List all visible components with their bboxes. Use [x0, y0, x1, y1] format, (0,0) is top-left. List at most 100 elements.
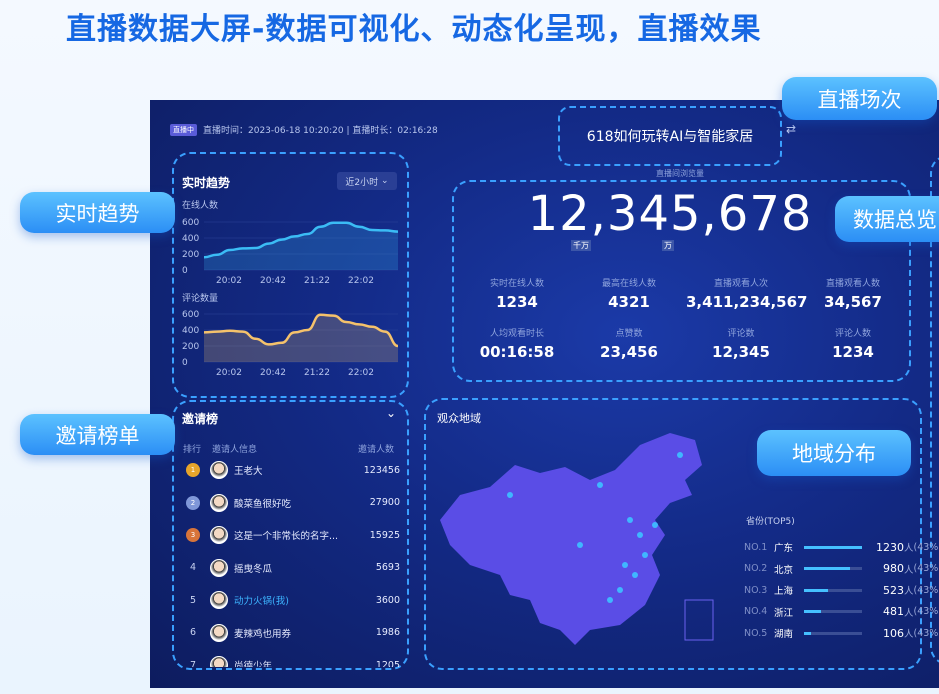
- x-tick: 21:22: [304, 276, 330, 286]
- province-bar: [804, 567, 862, 570]
- invite-title: 邀请榜: [182, 412, 219, 426]
- header-count: 邀请人数: [358, 445, 395, 455]
- top5-title: 省份(TOP5): [746, 517, 795, 527]
- province-no: NO.1: [744, 541, 768, 553]
- province-bar-fill: [804, 545, 862, 549]
- avatar: [210, 526, 228, 544]
- stat-value: 3,411,234,567: [686, 293, 808, 311]
- province-no: NO.2: [744, 563, 768, 574]
- invite-row[interactable]: 1 王老大 123456: [180, 455, 400, 485]
- overview-label: 直播间浏览量: [656, 169, 704, 178]
- online-chart-label: 在线人数: [182, 201, 219, 211]
- chevron-down-icon[interactable]: ⌄: [386, 406, 397, 420]
- range-value: 近2小时: [345, 177, 379, 188]
- avatar: [210, 656, 228, 667]
- comments-area: [204, 314, 398, 362]
- map-dot: [627, 517, 633, 523]
- province-unit: 人: [904, 586, 914, 597]
- invite-row[interactable]: 7 尚德少年 1205: [180, 650, 400, 667]
- trend-panel: [172, 152, 409, 398]
- province-unit: 人: [904, 629, 914, 640]
- session-title-box[interactable]: 618如何玩转AI与智能家居: [558, 106, 782, 166]
- map-dot: [507, 492, 513, 498]
- stat-label: 直播观看人次: [713, 279, 768, 289]
- region-panel: [424, 398, 922, 670]
- page-headline: 直播数据大屏-数据可视化、动态化呈现，直播效果: [66, 12, 762, 47]
- callout-trend: 实时趋势: [20, 192, 175, 233]
- invite-list[interactable]: 1 王老大 123456 2 酸菜鱼很好吃 27900 3 这是一个非常长的名字... 1592…: [172, 455, 409, 667]
- x-tick: 21:22: [304, 368, 330, 378]
- province-name: 广东: [774, 543, 794, 554]
- province-pct: (43%): [913, 584, 939, 596]
- avatar: [210, 558, 228, 577]
- avatar: [210, 493, 228, 512]
- province-no: NO.5: [744, 627, 768, 639]
- province-pct: (43%): [913, 606, 939, 617]
- y-tick: 0: [182, 266, 188, 276]
- province-name: 北京: [774, 564, 794, 576]
- invite-count: 27900: [369, 497, 400, 508]
- province-no: NO.4: [744, 606, 768, 617]
- invite-row[interactable]: 3 这是一个非常长的名字... 15925: [180, 520, 400, 550]
- y-tick: 200: [182, 342, 199, 352]
- stat-label: 最高在线人数: [601, 279, 656, 289]
- stat-label: 直播观看人数: [825, 279, 880, 289]
- online-line: [203, 221, 399, 259]
- online-area: [204, 222, 398, 270]
- region-title: 观众地域: [437, 412, 481, 425]
- callout-overview: 数据总览: [835, 196, 939, 242]
- south-sea-inset: [684, 599, 714, 641]
- map-dot: [677, 452, 683, 458]
- unit-qianwan: 千万: [571, 240, 591, 251]
- inviter-name: 尚德少年: [234, 661, 273, 667]
- province-unit: 人: [904, 564, 914, 576]
- invite-count: 15925: [369, 529, 400, 541]
- x-tick: 20:42: [260, 368, 286, 378]
- trend-charts: 600 400 200 0 20:02 20:42 21:22 22:02 600 400 200 0…: [182, 218, 399, 378]
- stat-value: 23,456: [600, 343, 658, 361]
- invite-count: 123456: [363, 464, 400, 476]
- x-tick: 20:42: [260, 276, 286, 286]
- live-status: 直播中 直播时间：2023-06-18 10:20:20 | 直播时长：02:1…: [170, 123, 438, 136]
- y-tick: 600: [182, 310, 199, 320]
- stat-value: 34,567: [824, 293, 882, 311]
- province-bar-fill: [804, 610, 822, 613]
- inviter-name: 摇曳冬瓜: [234, 563, 273, 575]
- stat-value: 12,345: [712, 343, 770, 361]
- invite-count: 3600: [375, 594, 400, 606]
- avatar: [210, 461, 228, 479]
- rank: 5: [189, 594, 197, 606]
- y-tick: 200: [182, 250, 199, 260]
- province-unit: 人: [904, 607, 914, 619]
- invite-row[interactable]: 5 动力火锅(我) 3600: [180, 585, 400, 615]
- province-pct: (43%): [913, 563, 939, 574]
- rank: 4: [189, 562, 197, 573]
- map-dot: [597, 482, 603, 488]
- map-dot: [637, 532, 643, 538]
- province-bar-fill: [804, 567, 851, 570]
- invite-row[interactable]: 4 摇曳冬瓜 5693: [180, 553, 400, 583]
- y-tick: 400: [182, 326, 199, 336]
- province-pct: (43%): [913, 627, 939, 639]
- range-dropdown[interactable]: 近2小时 ⌄: [337, 172, 397, 190]
- comments-chart-label: 评论数量: [182, 294, 219, 304]
- province-pct: (43%): [913, 541, 939, 553]
- callout-region: 地域分布: [757, 430, 911, 476]
- live-time-text: 直播时间：2023-06-18 10:20:20 | 直播时长：02:16:28: [203, 126, 438, 136]
- x-tick: 20:02: [216, 276, 242, 286]
- map-dot: [642, 552, 648, 558]
- stat-value: 4321: [608, 293, 650, 311]
- invite-row[interactable]: 2 酸菜鱼很好吃 27900: [180, 488, 400, 518]
- swap-icon[interactable]: ⇄: [786, 122, 797, 136]
- map-dot: [617, 587, 623, 593]
- province-count: 481: [883, 605, 904, 618]
- map-dot: [607, 597, 613, 603]
- invite-row[interactable]: 6 麦辣鸡也用券 1986: [180, 618, 400, 648]
- y-tick: 600: [182, 218, 199, 228]
- unit-wan: 万: [662, 240, 674, 251]
- rank: 6: [189, 627, 197, 638]
- stat-label: 评论人数: [834, 329, 871, 339]
- province-bar: [804, 631, 862, 635]
